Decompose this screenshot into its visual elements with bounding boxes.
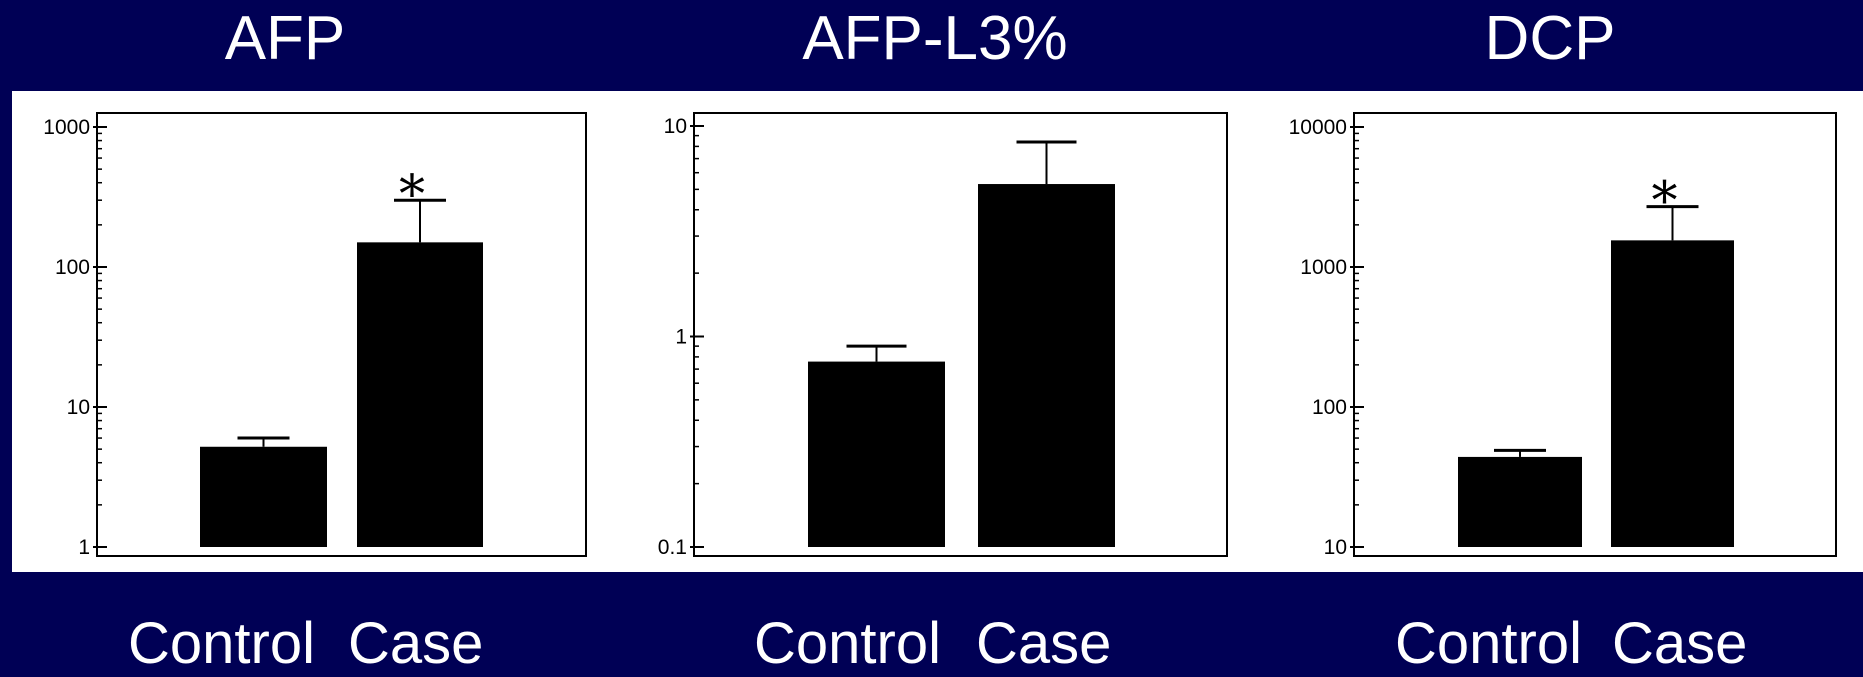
y-tick-label: 10000 (1289, 116, 1347, 139)
chart-title-afp-l3: AFP-L3% (802, 4, 1068, 73)
y-tick-label: 1000 (1300, 256, 1347, 279)
y-tick-label: 1000 (43, 116, 90, 139)
plot-afp-l3: 0.1 1 10 (658, 112, 1228, 559)
category-label-case-afp-l3: Case (976, 611, 1112, 676)
bar-control (200, 446, 327, 547)
y-tick-label: 1 (78, 536, 90, 559)
bar-control (808, 361, 945, 547)
plot-afp: 1 10 100 1000 * (43, 112, 587, 559)
category-label-control-dcp: Control (1395, 611, 1582, 676)
significance-asterisk: * (399, 165, 425, 225)
y-tick-label: 10 (1324, 536, 1347, 559)
y-tick-label: 1 (675, 326, 687, 349)
plot-dcp: 10 100 1000 10000 * (1289, 112, 1837, 559)
chart-title-dcp: DCP (1484, 4, 1616, 73)
chart-title-afp: AFP (224, 4, 346, 73)
bar-case (978, 184, 1115, 548)
category-label-case-afp: Case (348, 611, 484, 676)
y-tick-label: 100 (55, 256, 90, 279)
y-tick-label: 10 (67, 396, 90, 419)
bar-control (1458, 456, 1582, 547)
bar-case (357, 242, 483, 547)
bar-case (1611, 240, 1734, 547)
category-label-case-dcp: Case (1612, 611, 1748, 676)
plot-frame (96, 112, 587, 557)
y-tick-label: 100 (1312, 396, 1347, 419)
plot-frame (1353, 112, 1837, 557)
category-label-control-afp: Control (128, 611, 315, 676)
plot-frame (693, 112, 1228, 557)
y-tick-label: 0.1 (658, 536, 687, 559)
y-tick-label: 10 (664, 115, 687, 138)
significance-asterisk: * (1652, 172, 1678, 232)
category-label-control-afp-l3: Control (754, 611, 941, 676)
